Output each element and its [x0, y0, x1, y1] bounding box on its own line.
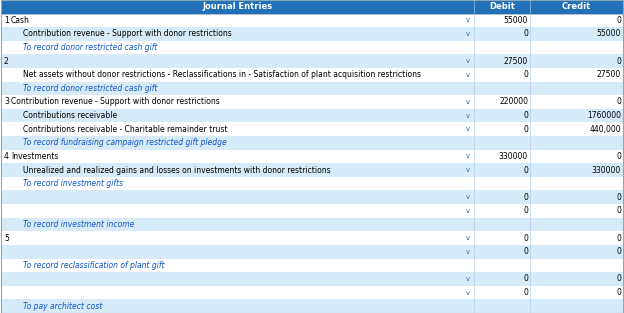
- Text: Journal Entries: Journal Entries: [202, 2, 273, 11]
- Bar: [1, 13, 623, 27]
- Text: v: v: [466, 58, 470, 64]
- Text: To record fundraising campaign restricted gift pledge: To record fundraising campaign restricte…: [23, 138, 227, 147]
- Text: 27500: 27500: [597, 70, 621, 79]
- Text: v: v: [466, 113, 470, 119]
- Bar: [1, 163, 623, 177]
- Text: 0: 0: [616, 193, 621, 202]
- Text: 0: 0: [523, 233, 528, 243]
- Bar: [1, 68, 623, 82]
- Text: Contribution revenue - Support with donor restrictions: Contribution revenue - Support with dono…: [23, 29, 232, 38]
- Text: To record investment gifts: To record investment gifts: [23, 179, 123, 188]
- Text: v: v: [466, 17, 470, 23]
- Bar: [1, 122, 623, 136]
- Text: 0: 0: [616, 206, 621, 215]
- Text: v: v: [466, 72, 470, 78]
- Bar: [1, 204, 623, 218]
- Bar: [1, 95, 623, 109]
- Text: 1: 1: [4, 16, 9, 25]
- Text: To record donor restricted cash gift: To record donor restricted cash gift: [23, 84, 157, 93]
- Text: v: v: [466, 208, 470, 214]
- Text: Debit: Debit: [489, 2, 515, 11]
- Text: 330000: 330000: [499, 152, 528, 161]
- Bar: [1, 177, 623, 191]
- Text: 5: 5: [4, 233, 9, 243]
- Text: Contribution revenue - Support with donor restrictions: Contribution revenue - Support with dono…: [11, 97, 220, 106]
- Bar: [1, 150, 623, 163]
- Text: 0: 0: [523, 247, 528, 256]
- Text: To record investment income: To record investment income: [23, 220, 134, 229]
- Text: 0: 0: [523, 125, 528, 134]
- Text: Unrealized and realized gains and losses on investments with donor restrictions: Unrealized and realized gains and losses…: [23, 166, 331, 175]
- Text: Contributions receivable: Contributions receivable: [23, 111, 117, 120]
- Text: 0: 0: [616, 57, 621, 66]
- Bar: [1, 191, 623, 204]
- Text: v: v: [466, 235, 470, 241]
- Text: 27500: 27500: [504, 57, 528, 66]
- Bar: [1, 54, 623, 68]
- Text: 0: 0: [523, 275, 528, 284]
- Text: Credit: Credit: [562, 2, 591, 11]
- Bar: [1, 231, 623, 245]
- Text: 0: 0: [523, 70, 528, 79]
- Text: 0: 0: [523, 288, 528, 297]
- Text: 2: 2: [4, 57, 9, 66]
- Text: v: v: [466, 194, 470, 200]
- Text: 0: 0: [616, 152, 621, 161]
- Text: 0: 0: [523, 29, 528, 38]
- Text: Contributions receivable - Charitable remainder trust: Contributions receivable - Charitable re…: [23, 125, 228, 134]
- Text: v: v: [466, 276, 470, 282]
- Text: To record donor restricted cash gift: To record donor restricted cash gift: [23, 43, 157, 52]
- Text: 440,000: 440,000: [590, 125, 621, 134]
- Bar: [1, 82, 623, 95]
- Text: v: v: [466, 167, 470, 173]
- Text: 4: 4: [4, 152, 9, 161]
- Bar: [1, 41, 623, 54]
- Bar: [1, 109, 623, 122]
- Text: Net assets without donor restrictions - Reclassifications in - Satisfaction of p: Net assets without donor restrictions - …: [23, 70, 421, 79]
- Text: 0: 0: [616, 233, 621, 243]
- Text: To pay architect cost: To pay architect cost: [23, 302, 102, 311]
- Bar: [1, 259, 623, 272]
- Bar: [1, 286, 623, 300]
- Text: v: v: [466, 249, 470, 255]
- Text: 3: 3: [4, 97, 9, 106]
- Text: 0: 0: [616, 97, 621, 106]
- Text: 330000: 330000: [592, 166, 621, 175]
- Text: 0: 0: [616, 247, 621, 256]
- Text: 0: 0: [616, 288, 621, 297]
- Text: Investments: Investments: [11, 152, 59, 161]
- Text: v: v: [466, 99, 470, 105]
- Bar: [1, 245, 623, 259]
- Text: Cash: Cash: [11, 16, 30, 25]
- Text: 1760000: 1760000: [587, 111, 621, 120]
- Text: 55000: 55000: [597, 29, 621, 38]
- Text: 0: 0: [523, 206, 528, 215]
- Text: v: v: [466, 153, 470, 159]
- Text: 0: 0: [523, 166, 528, 175]
- Text: 0: 0: [523, 111, 528, 120]
- Bar: [1, 272, 623, 286]
- Bar: [1, 0, 623, 13]
- Text: 0: 0: [616, 16, 621, 25]
- Bar: [1, 218, 623, 231]
- Text: v: v: [466, 31, 470, 37]
- Text: v: v: [466, 126, 470, 132]
- Text: 0: 0: [616, 275, 621, 284]
- Text: 55000: 55000: [504, 16, 528, 25]
- Bar: [1, 300, 623, 313]
- Text: v: v: [466, 290, 470, 295]
- Text: To record reclassification of plant gift: To record reclassification of plant gift: [23, 261, 165, 270]
- Text: 0: 0: [523, 193, 528, 202]
- Bar: [1, 136, 623, 150]
- Bar: [1, 27, 623, 41]
- Text: 220000: 220000: [499, 97, 528, 106]
